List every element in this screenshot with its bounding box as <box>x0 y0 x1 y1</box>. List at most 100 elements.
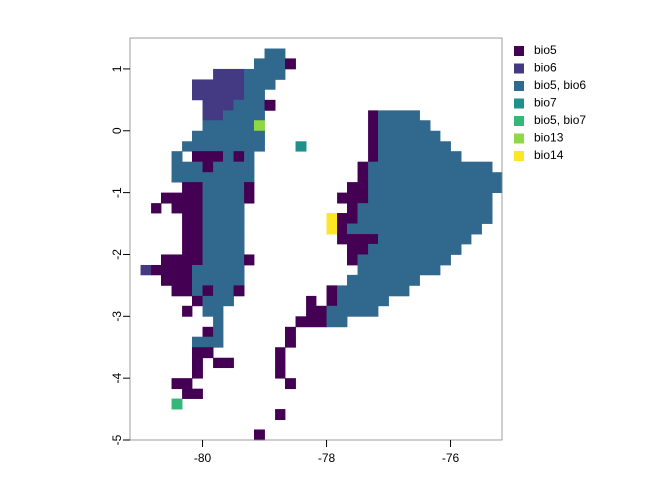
raster-cell <box>213 357 234 369</box>
raster-cell <box>202 110 224 121</box>
raster-cell <box>264 99 276 111</box>
legend-label: bio7 <box>534 96 557 110</box>
legend-label: bio5 <box>534 43 557 57</box>
legend-label: bio5, bio7 <box>534 113 586 127</box>
y-tick-label: -3 <box>110 311 124 322</box>
raster-cell <box>337 285 410 297</box>
raster-cell <box>223 110 265 121</box>
raster-cell <box>161 192 203 204</box>
raster-cell <box>347 223 482 235</box>
raster-cell <box>285 336 296 348</box>
raster-cell <box>368 182 503 194</box>
raster-cell <box>171 151 183 163</box>
raster-cell <box>306 305 327 317</box>
raster-cell <box>171 203 203 214</box>
raster-cell <box>326 285 338 297</box>
raster-cell <box>213 68 245 80</box>
raster-cell <box>202 285 214 297</box>
raster-cell <box>161 254 203 266</box>
raster-cell <box>378 151 462 163</box>
raster-cell <box>347 254 358 266</box>
raster-cell <box>244 89 265 101</box>
raster-cell <box>254 429 265 441</box>
legend-swatch <box>514 98 524 109</box>
raster-cell <box>244 192 255 204</box>
raster-cell <box>151 203 162 214</box>
raster-cell <box>295 141 307 152</box>
raster-cell <box>192 295 203 307</box>
raster-cell <box>202 213 245 224</box>
raster-cell <box>337 213 358 224</box>
plot-border <box>129 37 503 441</box>
raster-cell <box>192 274 245 286</box>
raster-cell <box>182 305 193 317</box>
raster-cell <box>202 99 234 111</box>
raster-cell <box>357 213 493 224</box>
y-tick-label: -5 <box>110 434 124 445</box>
raster-cell <box>192 347 214 359</box>
raster-cell <box>244 254 255 266</box>
raster-cell <box>233 151 245 163</box>
raster-cell <box>337 192 369 204</box>
raster-cell <box>244 68 286 80</box>
legend-swatch <box>514 133 524 144</box>
raster-cell <box>192 367 203 379</box>
raster-cell <box>213 161 255 173</box>
raster-cell <box>182 243 203 255</box>
raster-cell <box>202 326 214 338</box>
raster-cell <box>171 161 203 173</box>
raster-cell <box>368 151 379 163</box>
raster-cell <box>244 79 276 90</box>
y-tick-label: -1 <box>110 187 124 198</box>
legend-swatch <box>514 46 524 56</box>
raster-cell <box>368 243 462 255</box>
x-tick-label: -78 <box>318 451 336 465</box>
raster-cell <box>202 192 245 204</box>
raster-cell <box>378 234 472 245</box>
raster-cell <box>140 264 152 276</box>
raster-cell <box>192 130 265 142</box>
raster-cell <box>202 223 245 235</box>
raster-cell <box>326 295 338 307</box>
raster-cell <box>264 48 286 59</box>
raster-cell <box>202 243 245 255</box>
raster-cell <box>347 182 369 194</box>
legend-label: bio14 <box>534 148 564 162</box>
raster-cell <box>326 223 338 235</box>
raster-cell <box>368 172 503 183</box>
legend-label: bio6 <box>534 61 557 75</box>
raster-cell <box>337 234 379 245</box>
x-tick-label: -80 <box>194 451 212 465</box>
raster-cell <box>192 79 245 90</box>
raster-cell <box>244 182 255 194</box>
raster-cell <box>357 172 369 183</box>
raster-cell <box>337 295 389 307</box>
raster-cell <box>213 326 224 338</box>
raster-cell <box>357 264 441 276</box>
raster-cell <box>378 120 431 132</box>
raster-cell <box>182 141 265 152</box>
raster-cell <box>306 295 317 307</box>
raster-cell <box>202 305 224 317</box>
raster-cell <box>368 161 493 173</box>
raster-cell <box>357 203 493 214</box>
raster-cell <box>192 336 224 348</box>
raster-cell <box>223 151 234 163</box>
legend-label: bio5, bio6 <box>534 78 586 92</box>
raster-cell <box>233 285 245 297</box>
raster-cell <box>357 254 451 266</box>
raster-cell <box>275 357 286 369</box>
raster-cell <box>285 326 296 338</box>
y-tick-label: -2 <box>110 249 124 260</box>
raster-cell <box>244 151 255 163</box>
legend-swatch <box>514 63 524 74</box>
y-tick-label: -4 <box>110 372 124 383</box>
raster-cell <box>326 213 338 224</box>
raster-cell <box>368 130 379 142</box>
raster-cell <box>182 182 203 194</box>
raster-cell <box>368 192 493 204</box>
raster-cell <box>254 58 286 70</box>
raster-cell <box>326 316 348 328</box>
raster-cell <box>202 161 214 173</box>
raster-cell <box>202 120 255 132</box>
